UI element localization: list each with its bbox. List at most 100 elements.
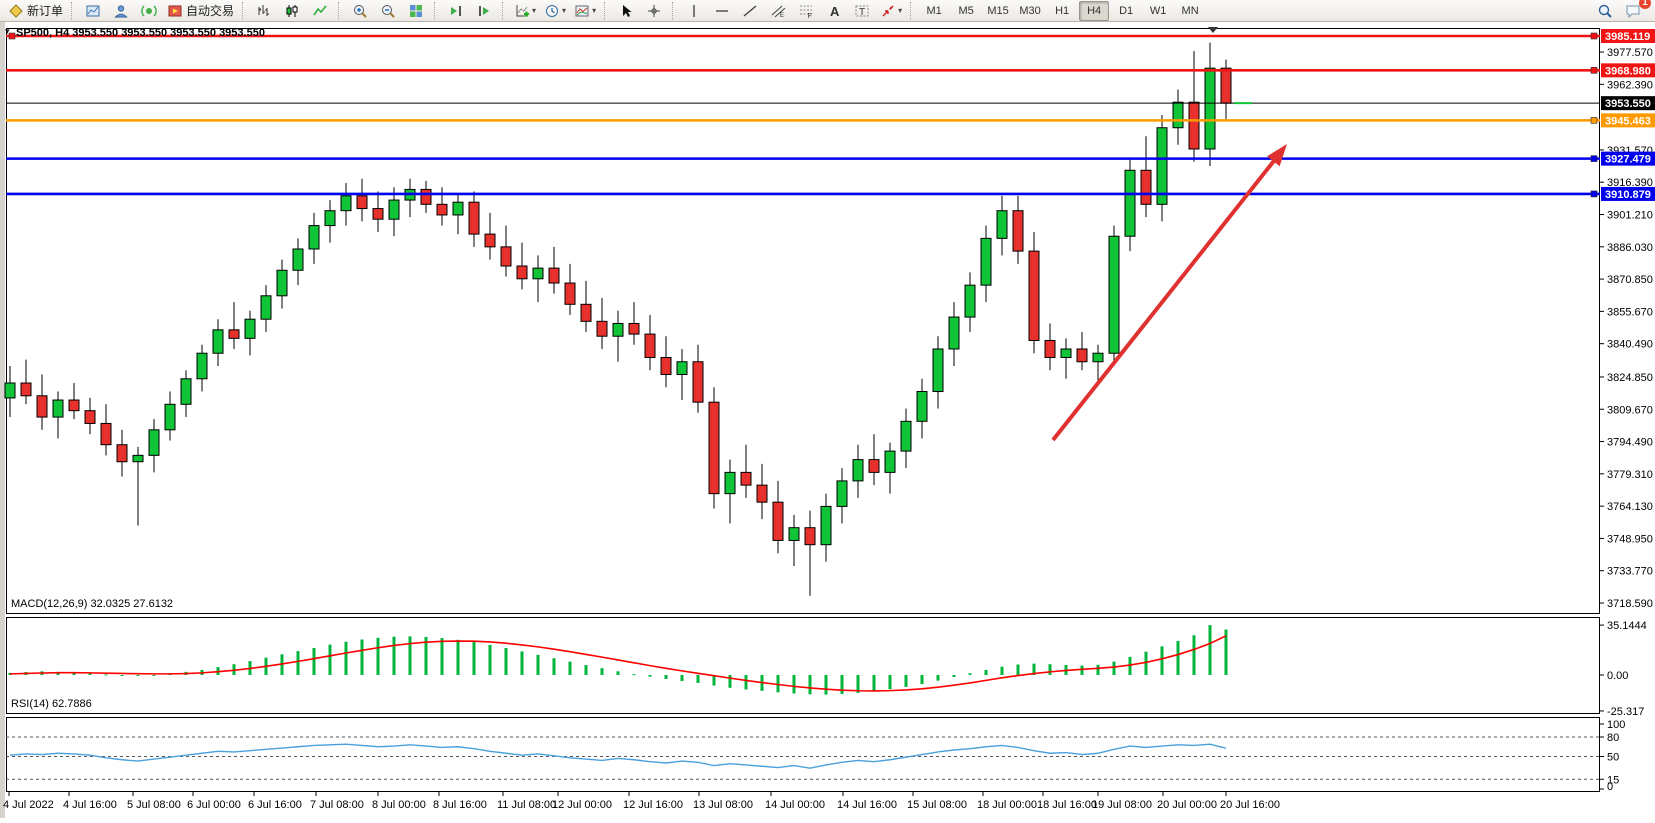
auto-scroll-button[interactable] (443, 0, 469, 22)
macd-histogram-bar (808, 675, 812, 695)
macd-histogram-bar (1000, 666, 1004, 675)
periods-button[interactable]: ▾ (541, 0, 569, 22)
vertical-line-button[interactable] (681, 0, 707, 22)
chart-canvas[interactable]: 3977.5703962.3903931.5703916.3903901.210… (0, 22, 1655, 818)
hline-handle[interactable] (1590, 117, 1598, 124)
timeframe-h1-button[interactable]: H1 (1055, 4, 1070, 17)
timeframe-d1-button[interactable]: D1 (1119, 4, 1134, 17)
trend-arrow-head[interactable] (1267, 144, 1287, 167)
candle-up (308, 225, 320, 250)
crosshair-button[interactable] (641, 0, 667, 22)
macd-histogram-bar (1128, 656, 1132, 675)
macd-histogram-bar (392, 636, 396, 675)
zoom-in-button[interactable] (347, 0, 373, 22)
macd-histogram-bar (904, 675, 908, 687)
fibonacci-button[interactable]: F (793, 0, 819, 22)
candle-down (628, 322, 640, 335)
price-badge (1601, 63, 1655, 78)
time-axis[interactable]: 4 Jul 2022 4 Jul 16:00 5 Jul 08:00 6 Jul 00… (3, 791, 1280, 811)
timeframe-m5-button[interactable]: M5 (958, 4, 974, 17)
price-tick-label: 3764.130 (1607, 501, 1653, 513)
macd-histogram-bar (472, 642, 476, 675)
macd-histogram-bar (1016, 664, 1020, 675)
chart-shift-icon (479, 5, 490, 16)
text-label-button[interactable]: T (849, 0, 875, 22)
svg-text:F: F (808, 13, 812, 19)
macd-histogram-bar (1208, 625, 1212, 675)
chart-shift-button[interactable] (471, 0, 497, 22)
timeframe-h4-button[interactable]: H4 (1079, 0, 1110, 21)
new-chart-button[interactable] (80, 0, 106, 22)
macd-histogram-bar (552, 658, 556, 675)
profiles-button[interactable] (108, 0, 134, 22)
candle-up (1124, 169, 1136, 237)
macd-histogram-bar (440, 638, 444, 675)
macd-histogram-bar (1112, 661, 1116, 675)
text-button[interactable]: A (821, 0, 847, 22)
equidistant-channel-button[interactable]: E (765, 0, 791, 22)
time-tick-label: 18 Jul 00:00 (977, 799, 1037, 811)
bar-chart-button[interactable] (251, 0, 277, 22)
hline-handle[interactable] (1590, 32, 1598, 40)
macd-histogram-bar (776, 675, 780, 693)
toolbar-separator (434, 1, 438, 20)
tile-windows-button[interactable] (403, 0, 429, 22)
trendline-button[interactable] (737, 0, 763, 22)
price-axis[interactable]: 3977.5703962.3903931.5703916.3903901.210… (1600, 29, 1655, 610)
trend-arrow[interactable] (1051, 144, 1287, 442)
timeframe-m30-button[interactable]: M30 (1019, 4, 1041, 17)
time-tick-label: 6 Jul 00:00 (187, 799, 241, 811)
autotrading-button[interactable]: 自动交易 (164, 0, 237, 22)
new-order-button[interactable]: 新订单 (5, 0, 66, 22)
price-tick-label: 3855.670 (1607, 306, 1653, 318)
timeframe-w1-button[interactable]: W1 (1149, 4, 1167, 17)
candle-up (532, 267, 544, 280)
timeframe-m1-button[interactable]: M1 (926, 4, 942, 17)
zoom-out-button[interactable] (375, 0, 401, 22)
hline-handle[interactable] (1590, 190, 1598, 198)
candle-up (180, 378, 192, 405)
macd-histogram-bar (120, 675, 124, 676)
candle-up (132, 454, 144, 463)
macd-pane (6, 617, 1600, 714)
rsi-axis-label: 100 (1607, 719, 1625, 731)
bar-chart-icon (258, 4, 270, 16)
search-button[interactable] (1592, 0, 1618, 22)
price-tick-label: 3901.210 (1607, 210, 1653, 222)
candle-down (356, 195, 368, 210)
price-tick-label: 3916.390 (1607, 177, 1653, 189)
candle-up (276, 269, 288, 297)
candle-up (900, 420, 912, 452)
cursor-button[interactable] (613, 0, 639, 22)
price-tick-label: 3779.310 (1607, 469, 1653, 481)
candle-down (1220, 67, 1232, 104)
candle-up (980, 237, 992, 286)
horizontal-line-button[interactable] (709, 0, 735, 22)
macd-axis-label: 0.00 (1607, 670, 1628, 682)
hline-handle[interactable] (8, 32, 16, 40)
time-tick-label: 8 Jul 00:00 (372, 799, 426, 811)
candlestick-chart-button[interactable] (279, 0, 305, 22)
macd-histogram-bar (520, 651, 524, 675)
indicators-button[interactable]: ▾ (511, 0, 539, 22)
hline-handle[interactable] (1590, 67, 1598, 74)
market-watch-button[interactable] (136, 0, 162, 22)
timeframe-m15-button[interactable]: M15 (987, 4, 1009, 17)
timeframe-mn-button[interactable]: MN (1181, 4, 1199, 17)
macd-histogram-bar (424, 636, 428, 675)
macd-histogram-bar (680, 675, 684, 681)
time-tick-label: 14 Jul 00:00 (765, 799, 825, 811)
line-chart-button[interactable] (307, 0, 333, 22)
chart-menu-arrow-icon[interactable]: ▾ (5, 26, 10, 36)
chat-icon (1626, 5, 1640, 18)
macd-histogram-bar (360, 639, 364, 675)
hline-handle[interactable] (1590, 155, 1598, 162)
templates-button[interactable]: ▾ (571, 0, 599, 22)
candle-up (4, 382, 16, 399)
chat-button[interactable]: 1 (1620, 0, 1651, 22)
arrows-button[interactable]: ▾ (877, 0, 905, 22)
chart-shift-marker-icon[interactable] (1208, 27, 1218, 33)
macd-histogram-bar (1176, 640, 1180, 675)
text-icon: A (830, 4, 840, 19)
trend-arrow-shaft[interactable] (1051, 155, 1279, 442)
